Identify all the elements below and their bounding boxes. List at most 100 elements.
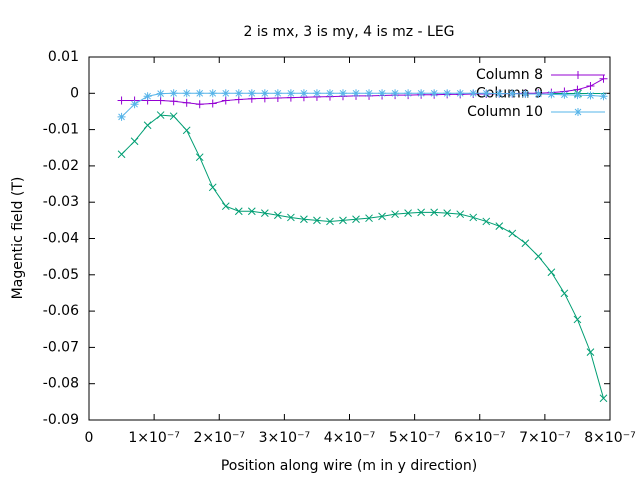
point-marker [482,89,491,98]
y-tick-label: -0.08 [43,376,79,392]
point-marker [247,207,256,216]
point-marker [130,137,139,146]
point-marker [495,89,504,98]
point-marker [599,92,608,101]
point-marker [117,112,126,121]
point-marker [430,208,439,217]
y-tick-label: -0.02 [43,158,79,174]
point-marker [339,216,347,225]
point-marker [143,121,152,130]
point-marker [208,99,217,108]
point-marker [417,89,426,98]
point-marker [299,89,308,98]
point-marker [521,90,530,99]
y-axis-label: Magentic field (T) [10,177,26,300]
point-marker [286,89,295,98]
point-marker [365,214,373,223]
y-tick-label: -0.04 [43,231,79,247]
point-marker [378,212,386,221]
point-marker [287,213,295,222]
point-marker [325,89,334,98]
point-marker [404,89,413,98]
point-marker [208,183,217,192]
point-marker [586,91,595,100]
y-tick-label: 0 [70,85,79,101]
y-tick-label: 0.01 [48,49,79,65]
point-marker [247,89,256,98]
point-marker [573,91,582,100]
point-marker [586,348,595,356]
point-marker [547,268,556,277]
point-marker [352,215,360,224]
point-marker [573,315,582,324]
y-tick-label: -0.01 [43,122,79,138]
point-marker [417,208,425,217]
point-marker [156,89,165,98]
point-marker [443,209,452,217]
point-marker [234,89,243,98]
point-marker [182,89,191,98]
point-marker [130,100,139,109]
point-marker [117,96,126,105]
point-marker [221,89,230,98]
point-marker [260,89,269,98]
point-marker [273,89,282,98]
point-marker [404,209,412,217]
point-marker [508,89,517,98]
point-marker [195,89,204,98]
legend-label: Column 10 [467,104,543,120]
point-marker [156,111,165,119]
point-marker [508,229,517,238]
point-marker [326,217,334,226]
point-marker [495,222,504,231]
point-marker [312,89,321,98]
y-tick-label: -0.09 [43,412,79,428]
point-marker [143,92,152,101]
point-marker [534,252,543,261]
point-marker [182,98,191,107]
point-marker [430,89,439,98]
point-marker [195,153,204,162]
point-marker [169,89,178,98]
point-marker [469,89,478,98]
y-tick-label: -0.03 [43,194,79,210]
point-marker [338,89,347,98]
point-marker [169,112,178,121]
point-marker [208,89,217,98]
x-tick-label: 2×10⁻⁷ [194,430,245,446]
point-marker [274,211,282,220]
x-tick-label: 0 [85,430,94,446]
point-marker [599,394,608,403]
point-marker [378,89,387,98]
y-tick-label: -0.06 [43,303,79,319]
chart-title: 2 is mx, 3 is my, 4 is mz - LEG [243,24,454,40]
point-marker [469,213,478,222]
point-marker [482,217,491,226]
point-marker [352,89,361,98]
point-marker [521,239,530,248]
point-marker [300,215,308,224]
legend-marker [574,108,582,116]
point-marker [443,89,452,98]
point-marker [234,207,243,216]
point-marker [260,209,269,217]
y-tick-label: -0.07 [43,339,79,355]
point-marker [586,82,595,91]
legend-marker [574,89,582,98]
point-marker [195,100,204,109]
point-marker [169,97,178,106]
legend-marker [574,71,582,79]
point-marker [456,89,465,98]
point-marker [182,126,191,135]
x-tick-label: 3×10⁻⁷ [259,430,310,446]
point-marker [221,202,230,211]
x-tick-label: 4×10⁻⁷ [324,430,375,446]
point-marker [391,210,399,219]
point-marker [456,210,465,219]
x-tick-label: 1×10⁻⁷ [128,430,179,446]
x-tick-label: 8×10⁻⁷ [584,430,635,446]
point-marker [547,90,556,99]
x-tick-label: 5×10⁻⁷ [389,430,440,446]
x-tick-label: 6×10⁻⁷ [454,430,505,446]
